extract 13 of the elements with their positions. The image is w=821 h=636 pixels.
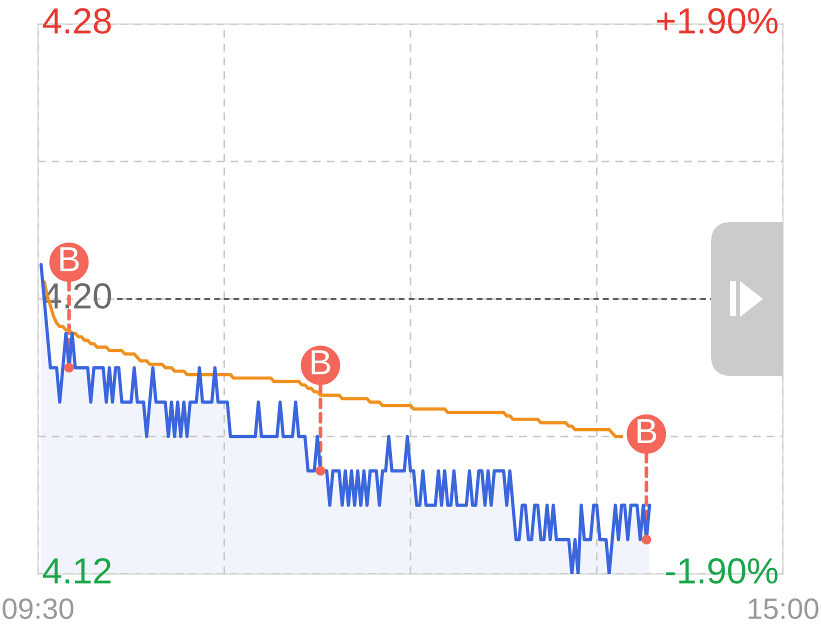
y2-tick-label: +1.90% [657,8,778,34]
data-label: B [638,419,656,444]
data-label: B [312,350,330,374]
point [642,534,652,544]
point [64,362,74,373]
data-label: B [60,247,79,272]
y-tick-label: 4.12 [42,558,111,584]
x-tick-label: 15:00 [748,598,818,620]
x-tick-label: 09:30 [2,598,74,620]
line-series [42,280,624,438]
y2-tick-label: -1.90% [666,558,778,584]
y-tick-label: 4.28 [42,8,111,34]
point [316,466,326,476]
